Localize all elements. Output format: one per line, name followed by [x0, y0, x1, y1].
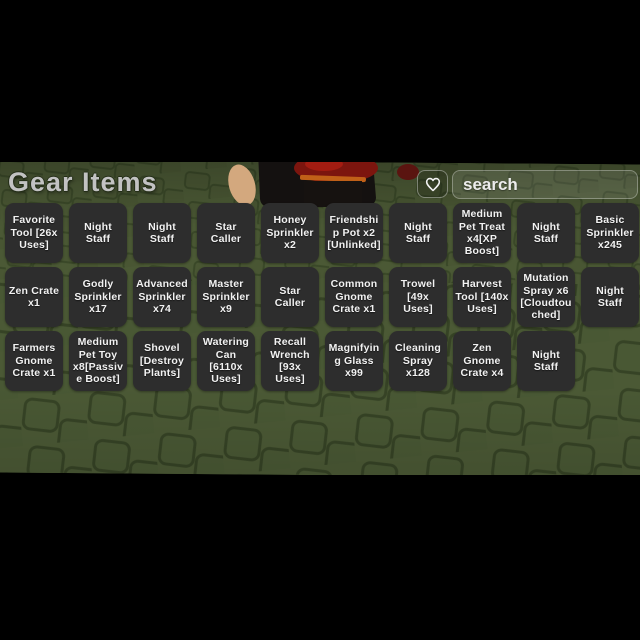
- avatar-held-item: [397, 164, 419, 180]
- top-black-bar: [0, 0, 640, 162]
- gear-item-tile[interactable]: Star Caller: [197, 203, 255, 263]
- gear-item-tile[interactable]: Mutation Spray x6 [Cloudtouched]: [517, 267, 575, 327]
- gear-item-tile[interactable]: Cleaning Spray x128: [389, 331, 447, 391]
- gear-item-label: Night Staff: [532, 220, 560, 245]
- gear-item-label: Common Gnome Crate x1: [330, 278, 378, 316]
- gear-item-label: Watering Can [6110x Uses]: [202, 336, 250, 386]
- gear-item-label: Basic Sprinkler x245: [586, 214, 634, 252]
- gear-item-tile[interactable]: Magnifying Glass x99: [325, 331, 383, 391]
- gear-item-label: Harvest Tool [140x Uses]: [455, 278, 509, 316]
- gear-item-label: Night Staff: [596, 284, 624, 309]
- gear-item-label: Mutation Spray x6 [Cloudtouched]: [520, 272, 572, 322]
- gear-item-tile[interactable]: Trowel [49x Uses]: [389, 267, 447, 327]
- gear-item-tile[interactable]: Advanced Sprinkler x74: [133, 267, 191, 327]
- gear-item-tile[interactable]: Shovel [Destroy Plants]: [133, 331, 191, 391]
- gear-item-tile[interactable]: Medium Pet Toy x8[Passive Boost]: [69, 331, 127, 391]
- gear-item-label: Friendship Pot x2 [Unlinked]: [327, 214, 381, 252]
- favorites-button[interactable]: [417, 170, 448, 198]
- gear-item-tile[interactable]: Zen Crate x1: [5, 267, 63, 327]
- gear-item-tile[interactable]: Night Staff: [133, 203, 191, 263]
- gear-item-tile[interactable]: Watering Can [6110x Uses]: [197, 331, 255, 391]
- gear-item-label: Trowel [49x Uses]: [400, 278, 436, 316]
- gear-item-label: Medium Pet Toy x8[Passive Boost]: [72, 336, 124, 386]
- gear-item-label: Medium Pet Treat x4[XP Boost]: [458, 208, 506, 258]
- gear-item-tile[interactable]: Medium Pet Treat x4[XP Boost]: [453, 203, 511, 263]
- gear-item-label: Shovel [Destroy Plants]: [139, 342, 185, 380]
- gear-item-label: Star Caller: [210, 220, 242, 245]
- gear-item-label: Night Staff: [404, 220, 432, 245]
- gear-item-label: Honey Sprinkler x2: [266, 214, 314, 252]
- gear-item-label: Favorite Tool [26x Uses]: [10, 214, 58, 252]
- gear-item-label: Farmers Gnome Crate x1: [12, 342, 56, 380]
- gear-item-tile[interactable]: Night Staff: [389, 203, 447, 263]
- gear-item-tile[interactable]: Harvest Tool [140x Uses]: [453, 267, 511, 327]
- gear-item-label: Master Sprinkler x9: [202, 278, 250, 316]
- avatar-left-hand: [228, 164, 256, 206]
- gear-item-tile[interactable]: Master Sprinkler x9: [197, 267, 255, 327]
- gear-item-tile[interactable]: Star Caller: [261, 267, 319, 327]
- gear-item-label: Zen Crate x1: [8, 284, 60, 309]
- gear-item-tile[interactable]: Night Staff: [517, 331, 575, 391]
- player-avatar: [228, 150, 419, 207]
- heart-icon: [425, 177, 440, 191]
- gear-item-label: Night Staff: [532, 348, 560, 373]
- gear-item-tile[interactable]: Farmers Gnome Crate x1: [5, 331, 63, 391]
- gear-item-tile[interactable]: Friendship Pot x2 [Unlinked]: [325, 203, 383, 263]
- gear-item-label: Magnifying Glass x99: [328, 342, 380, 380]
- gear-item-tile[interactable]: Night Staff: [517, 203, 575, 263]
- avatar-cap-stripe: [299, 174, 366, 183]
- avatar-torso-front: [304, 181, 362, 207]
- gear-item-grid: Favorite Tool [26x Uses] Night Staff Night…: [5, 203, 639, 391]
- gear-item-label: Recall Wrench [93x Uses]: [270, 336, 310, 386]
- gear-item-label: Night Staff: [148, 220, 176, 245]
- search-input[interactable]: [452, 170, 638, 199]
- bottom-black-bar: [0, 475, 640, 640]
- gear-item-tile[interactable]: Night Staff: [69, 203, 127, 263]
- gear-item-tile[interactable]: Honey Sprinkler x2: [261, 203, 319, 263]
- gear-item-tile[interactable]: Godly Sprinkler x17: [69, 267, 127, 327]
- gear-item-tile[interactable]: Night Staff: [581, 267, 639, 327]
- gear-item-tile[interactable]: Recall Wrench [93x Uses]: [261, 331, 319, 391]
- gear-item-label: Advanced Sprinkler x74: [136, 278, 188, 316]
- gear-item-label: Godly Sprinkler x17: [74, 278, 122, 316]
- gear-item-label: Star Caller: [274, 284, 306, 309]
- gear-item-label: Cleaning Spray x128: [395, 342, 441, 380]
- page-title: Gear Items: [8, 167, 158, 197]
- gear-item-tile[interactable]: Zen Gnome Crate x4: [453, 331, 511, 391]
- gear-item-label: Zen Gnome Crate x4: [460, 342, 504, 380]
- gear-item-tile[interactable]: Common Gnome Crate x1: [325, 267, 383, 327]
- gear-item-label: Night Staff: [84, 220, 112, 245]
- gear-item-tile[interactable]: Basic Sprinkler x245: [581, 203, 639, 263]
- gear-item-tile[interactable]: Favorite Tool [26x Uses]: [5, 203, 63, 263]
